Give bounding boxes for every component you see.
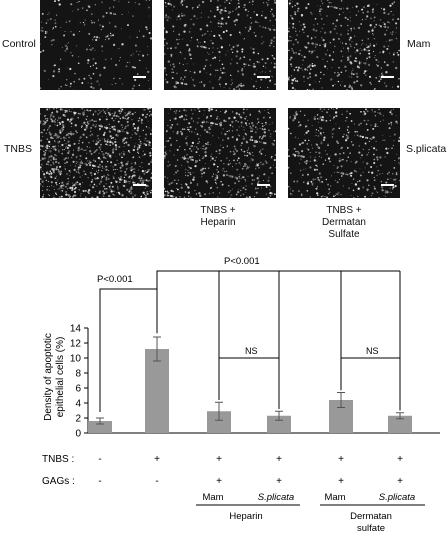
row-label-mam: Mam [407, 38, 431, 50]
scale-bar [133, 184, 146, 186]
heparin-line2: Heparin [200, 217, 236, 228]
scale-bar [381, 184, 394, 186]
scale-bar [257, 184, 270, 186]
group-dermatan-line2: sulfate [357, 523, 385, 534]
source-splicata-dermatan: S.plicata [379, 492, 415, 503]
gags-sign: - [155, 476, 158, 487]
row-label-tnbs: TNBS [4, 143, 33, 155]
y-tick-label: 10 [70, 354, 82, 365]
y-tick-label: 0 [75, 429, 81, 440]
bracket-tnbs-vs-gags [156, 270, 400, 289]
row-label-control: Control [2, 38, 36, 50]
micrograph-mam [164, 0, 276, 90]
chart-axes: 0 2 4 6 8 10 12 14 [70, 324, 440, 440]
source-mam-heparin: Mam [202, 492, 223, 503]
bar [145, 349, 169, 433]
micrograph-mam-dermatan [288, 0, 400, 90]
heparin-line1: TNBS + [200, 205, 236, 216]
gags-sign: - [98, 476, 101, 487]
scale-bar [133, 76, 146, 78]
y-tick-label: 2 [75, 414, 81, 425]
y-axis-label-line1: Density of apoptotic [43, 333, 54, 421]
tnbs-sign: + [154, 454, 160, 465]
condition-label-heparin: TNBS + Heparin [163, 205, 273, 229]
p-value-label-1: P<0.001 [97, 274, 133, 285]
micrograph-tnbs-dermatan [288, 108, 400, 198]
gags-sign: + [397, 476, 403, 487]
gags-sign: + [216, 476, 222, 487]
dermatan-line3: Sulfate [328, 229, 360, 240]
micrograph-tnbs [40, 108, 152, 198]
tnbs-sign: + [276, 454, 282, 465]
y-tick-label: 6 [75, 384, 81, 395]
tnbs-sign: - [98, 454, 101, 465]
source-splicata-heparin: S.plicata [258, 492, 294, 503]
gags-sign: + [276, 476, 282, 487]
ns-label-1: NS [245, 346, 258, 356]
y-tick-label: 8 [75, 369, 81, 380]
bar [207, 411, 231, 433]
sign-rows: - + + + + + - - + + + + [98, 454, 403, 487]
gags-row-header: GAGs : [42, 476, 75, 487]
micrograph-tnbs-heparin [164, 108, 276, 198]
group-heparin: Heparin [229, 511, 262, 522]
tnbs-sign: + [216, 454, 222, 465]
gags-sign: + [338, 476, 344, 487]
condition-label-dermatan: TNBS + Dermatan Sulfate [289, 205, 399, 241]
source-mam-dermatan: Mam [324, 492, 345, 503]
y-axis-label-line2: epithelial cells (%) [55, 337, 66, 418]
row-label-splicata: S.plicata [406, 143, 447, 155]
scale-bar [257, 76, 270, 78]
chart-bars [88, 336, 412, 433]
p-value-label-2: P<0.001 [224, 256, 260, 267]
significance-brackets [99, 270, 401, 412]
bar [388, 415, 412, 433]
ns-label-2: NS [366, 346, 379, 356]
y-tick-label: 14 [70, 324, 82, 335]
bar [267, 415, 291, 433]
group-dermatan-line1: Dermatan [350, 511, 392, 522]
tnbs-row-header: TNBS : [42, 454, 74, 465]
tnbs-sign: + [397, 454, 403, 465]
y-tick-label: 12 [70, 339, 82, 350]
micrograph-control [40, 0, 152, 90]
bracket-control-vs-tnbs [99, 288, 158, 412]
scale-bar [381, 76, 394, 78]
tnbs-sign: + [338, 454, 344, 465]
dermatan-line2: Dermatan [322, 217, 366, 228]
dermatan-line1: TNBS + [326, 205, 362, 216]
y-tick-label: 4 [75, 399, 81, 410]
bar [88, 421, 112, 433]
